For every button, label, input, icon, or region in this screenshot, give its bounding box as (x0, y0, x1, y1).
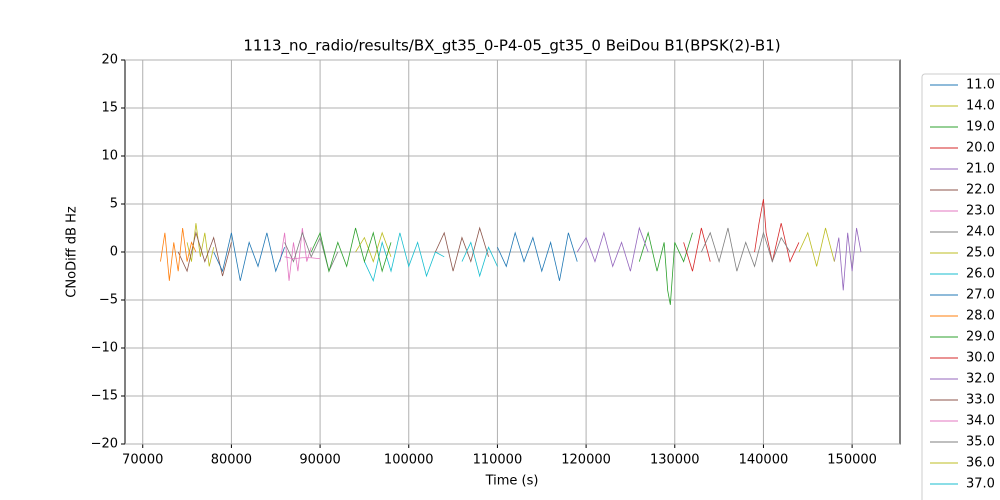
legend-label: 29.0 (966, 330, 995, 345)
x-tick-label: 100000 (384, 453, 434, 468)
x-tick-label: 150000 (827, 453, 877, 468)
y-tick-label: 5 (110, 197, 118, 212)
data-line (576, 226, 649, 272)
legend-label: 24.0 (966, 225, 995, 240)
y-tick-label: 10 (101, 149, 118, 164)
x-tick-label: 120000 (561, 453, 611, 468)
data-line (638, 231, 693, 305)
legend-label: 20.0 (966, 141, 995, 156)
legend-label: 37.0 (966, 477, 995, 492)
legend-label: 11.0 (966, 78, 995, 93)
data-line (177, 231, 232, 277)
x-axis-label: Time (s) (485, 474, 539, 489)
data-line (284, 256, 321, 260)
legend-label: 23.0 (966, 204, 995, 219)
legend-label: 35.0 (966, 435, 995, 450)
data-line (833, 227, 862, 291)
data-line (160, 227, 197, 281)
legend-label: 26.0 (966, 267, 995, 282)
legend-label: 36.0 (966, 456, 995, 471)
legend-label: 32.0 (966, 372, 995, 387)
legend-label: 25.0 (966, 246, 995, 261)
x-tick-label: 130000 (650, 453, 700, 468)
x-tick-label: 80000 (211, 453, 252, 468)
legend-label: 33.0 (966, 393, 995, 408)
y-tick-label: −5 (99, 293, 118, 308)
y-tick-label: −20 (91, 437, 118, 452)
data-line (798, 227, 835, 267)
chart-title: 1113_no_radio/results/BX_gt35_0-P4-05_gt… (243, 37, 780, 56)
data-line (497, 231, 578, 281)
data-line (186, 223, 215, 267)
legend-label: 14.0 (966, 99, 995, 114)
legend-label: 19.0 (966, 120, 995, 135)
x-tick-label: 70000 (122, 453, 163, 468)
x-tick-label: 140000 (739, 453, 789, 468)
legend-label: 34.0 (966, 414, 995, 429)
data-line (461, 241, 498, 278)
legend-label: 22.0 (966, 183, 995, 198)
x-tick-label: 110000 (473, 453, 523, 468)
data-line (364, 232, 445, 283)
data-line (310, 227, 392, 273)
data-line (355, 231, 392, 263)
data-line (683, 227, 711, 272)
legend-label: 28.0 (966, 309, 995, 324)
data-line (701, 227, 791, 272)
data-line (213, 232, 285, 281)
y-tick-label: 20 (101, 53, 118, 68)
legend-label: 21.0 (966, 162, 995, 177)
y-tick-label: 15 (101, 101, 118, 116)
legend-label: 27.0 (966, 288, 995, 303)
y-tick-label: −10 (91, 341, 118, 356)
y-axis-label: CNoDiff dB Hz (65, 206, 80, 298)
data-line (434, 226, 489, 272)
legend-box (921, 73, 1000, 500)
data-line (754, 199, 800, 263)
y-tick-label: 0 (110, 245, 118, 260)
data-line (279, 227, 312, 281)
x-tick-label: 90000 (299, 453, 340, 468)
y-tick-label: −15 (91, 389, 118, 404)
legend-label: 30.0 (966, 351, 995, 366)
